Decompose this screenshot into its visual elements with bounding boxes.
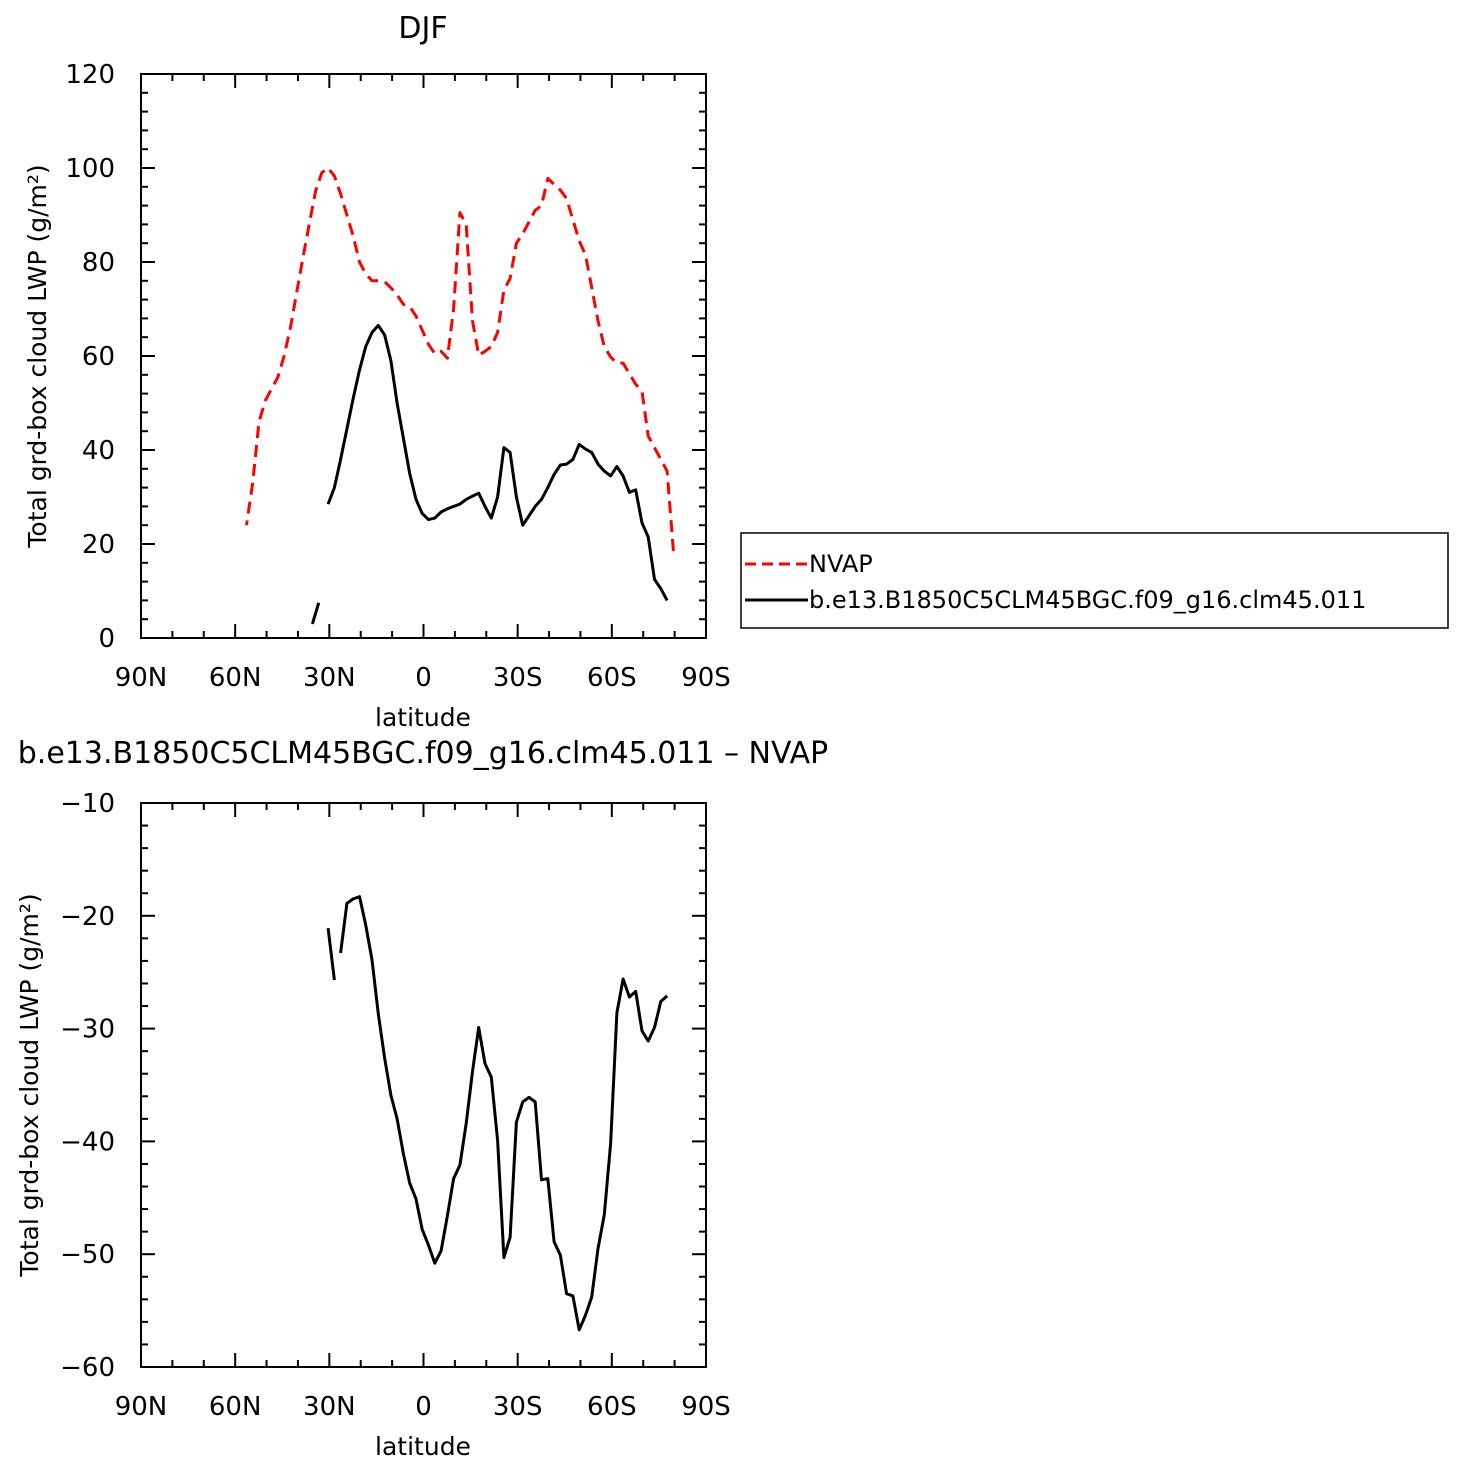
top-plot-frame: [140, 73, 707, 639]
bottom-series-0-line: [339, 895, 669, 1332]
top-y-tick-label: 80: [82, 248, 115, 278]
bottom-y-tick-label: −40: [60, 1127, 115, 1157]
top-x-tick-label: 30N: [303, 663, 356, 693]
legend-box: [740, 532, 1449, 629]
top-y-tick-label: 100: [65, 154, 115, 184]
top-y-tick-label: 40: [82, 436, 115, 466]
bottom-x-tick-label: 60N: [209, 1392, 262, 1422]
top-x-axis-label: latitude: [375, 703, 471, 732]
top-series-1-line: [326, 323, 669, 602]
top-chart-title: DJF: [398, 11, 447, 46]
bottom-x-tick-label: 30S: [493, 1392, 543, 1422]
top-x-tick-label: 30S: [493, 663, 543, 693]
top-y-tick-label: 60: [82, 342, 115, 372]
bottom-x-tick-label: 60S: [587, 1392, 637, 1422]
top-x-tick-label: 90S: [681, 663, 731, 693]
bottom-x-tick-label: 0: [415, 1392, 432, 1422]
top-y-tick-label: 20: [82, 530, 115, 560]
bottom-y-tick-labels: −60 −50 −40 −30 −20 −10: [60, 789, 115, 1383]
bottom-ticks: [140, 802, 707, 1368]
bottom-y-tick-label: −60: [60, 1353, 115, 1383]
top-y-tick-labels: 0 20 40 60 80 100 120: [65, 60, 115, 654]
bottom-series-group: [326, 895, 669, 1332]
bottom-x-tick-labels: 90N 60N 30N 0 30S 60S 90S: [115, 1392, 731, 1422]
top-x-tick-label: 0: [415, 663, 432, 693]
bottom-chart-title: b.e13.B1850C5CLM45BGC.f09_g16.clm45.011 …: [18, 736, 828, 771]
bottom-y-tick-label: −20: [60, 902, 115, 932]
top-series-1-line: [310, 602, 321, 625]
top-x-tick-label: 60N: [209, 663, 262, 693]
legend: NVAP b.e13.B1850C5CLM45BGC.f09_g16.clm45…: [740, 532, 1449, 629]
bottom-y-tick-label: −10: [60, 789, 115, 819]
bottom-x-tick-label: 90S: [681, 1392, 731, 1422]
top-series-0-line: [245, 166, 675, 552]
top-y-axis-label: Total grd-box cloud LWP (g/m²): [23, 164, 52, 548]
bottom-panel: b.e13.B1850C5CLM45BGC.f09_g16.clm45.011 …: [15, 736, 828, 1461]
legend-label-model: b.e13.B1850C5CLM45BGC.f09_g16.clm45.011: [809, 586, 1366, 614]
top-y-tick-label: 120: [65, 60, 115, 90]
legend-label-nvap: NVAP: [809, 550, 873, 578]
top-ticks: [140, 73, 707, 639]
top-y-tick-label: 0: [98, 624, 115, 654]
bottom-series-0-line: [326, 928, 336, 981]
top-x-tick-label: 60S: [587, 663, 637, 693]
top-panel: DJF 90N 60N 30N 0 30S 60S 90S 020406080100120 …: [23, 11, 731, 732]
bottom-y-tick-label: −50: [60, 1240, 115, 1270]
bottom-y-axis-label: Total grd-box cloud LWP (g/m²): [15, 893, 44, 1277]
top-x-tick-labels: 90N 60N 30N 0 30S 60S 90S: [115, 663, 731, 693]
top-series-group: [245, 166, 675, 625]
bottom-y-tick-label: −30: [60, 1015, 115, 1045]
bottom-x-tick-label: 30N: [303, 1392, 356, 1422]
bottom-x-axis-label: latitude: [375, 1432, 471, 1461]
bottom-plot-frame: [140, 802, 707, 1368]
bottom-x-tick-label: 90N: [115, 1392, 168, 1422]
top-x-tick-label: 90N: [115, 663, 168, 693]
